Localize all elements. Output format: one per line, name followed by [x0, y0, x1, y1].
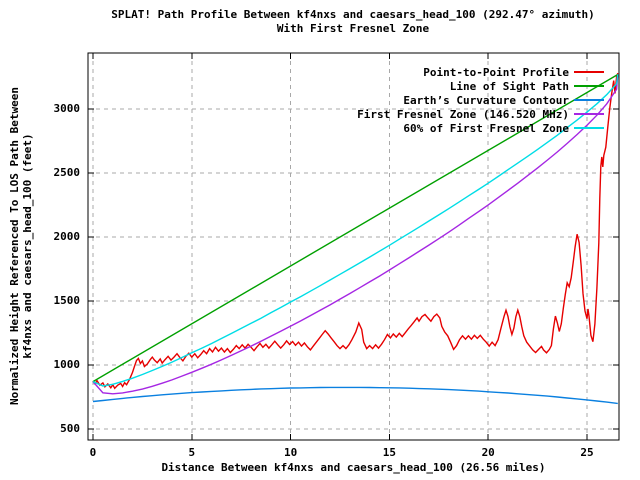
series-line-first-fresnel-zone-146-520-mhz [92, 74, 619, 395]
y-tick-label: 1500 [53, 294, 81, 308]
legend-item: 60% of First Fresnel Zone [357, 121, 604, 135]
x-tick-label: 20 [481, 446, 495, 459]
x-tick-label: 5 [188, 446, 196, 459]
legend-line-sample [574, 85, 604, 87]
chart-title-line2: With First Fresnel Zone [276, 22, 430, 35]
x-tick-label: 10 [283, 446, 298, 459]
y-tick-label: 500 [60, 421, 80, 435]
legend-line-sample [574, 99, 604, 101]
y-tick-label: 1000 [53, 358, 81, 371]
legend-label: First Fresnel Zone (146.520 MHz) [357, 107, 569, 121]
legend-label: Line of Sight Path [449, 79, 569, 93]
x-tick-label: 15 [382, 446, 397, 459]
x-tick-label: 0 [89, 446, 97, 459]
series-line-point-to-point-profile [92, 72, 619, 390]
legend-item: Point-to-Point Profile [357, 65, 604, 79]
series-line-line-of-sight-path [92, 73, 619, 383]
legend-label: 60% of First Fresnel Zone [403, 121, 569, 135]
legend-item: Line of Sight Path [357, 79, 604, 93]
y-tick-label: 2500 [53, 166, 81, 180]
legend-line-sample [574, 127, 604, 129]
legend-line-sample [574, 71, 604, 73]
x-axis-label: Distance Between kf4nxs and caesars_head… [161, 461, 546, 474]
legend-line-sample [574, 113, 604, 115]
x-tick-label: 25 [580, 446, 594, 459]
legend-label: Earth’s Curvature Contour [403, 93, 569, 107]
series-line-earth-s-curvature-contour [92, 386, 618, 405]
y-tick-label: 2000 [53, 230, 81, 244]
chart-title-line1: SPLAT! Path Profile Between kf4nxs and c… [111, 8, 595, 21]
series-line-60-of-first-fresnel-zone [92, 74, 619, 387]
plot-border [87, 52, 620, 441]
legend-item: First Fresnel Zone (146.520 MHz) [357, 107, 604, 121]
legend-item: Earth’s Curvature Contour [357, 93, 604, 107]
legend-label: Point-to-Point Profile [423, 65, 569, 79]
legend: Point-to-Point Profile Line of Sight Path… [357, 65, 604, 135]
y-tick-label: 3000 [53, 102, 81, 116]
